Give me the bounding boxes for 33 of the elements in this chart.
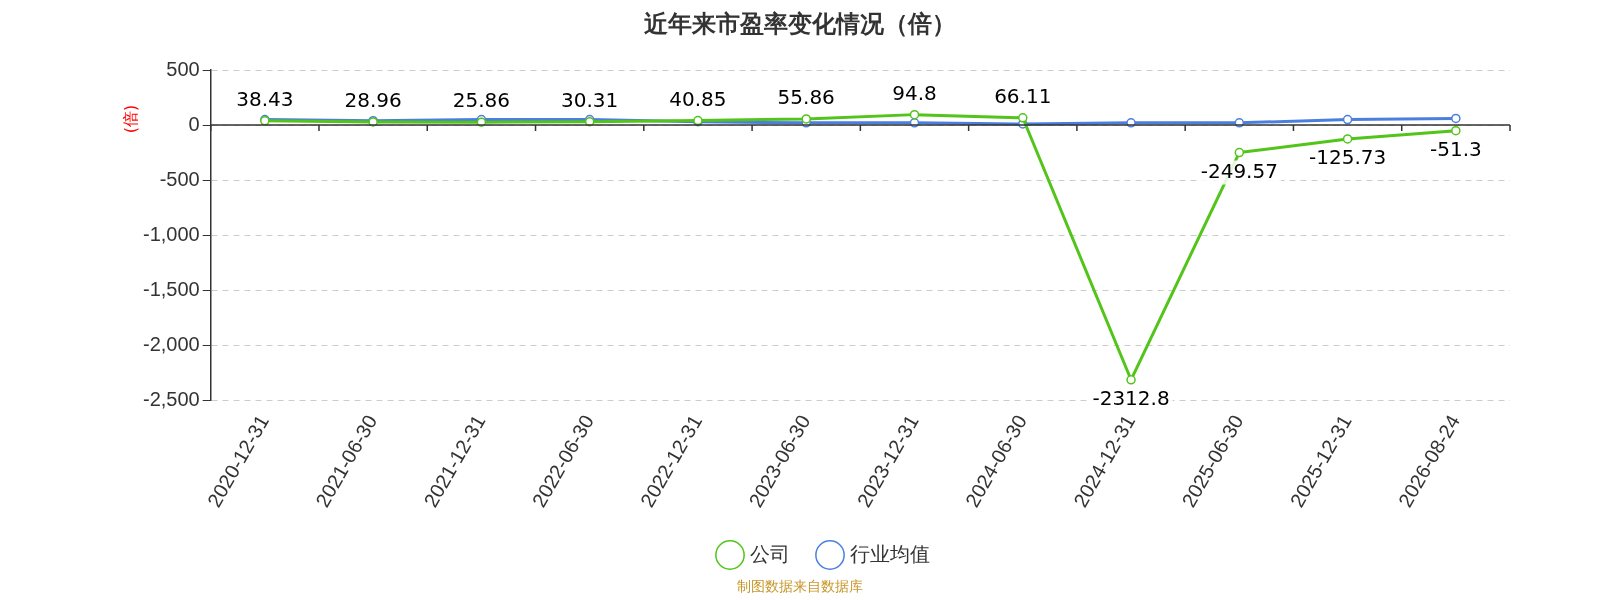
- y-axis-title: (倍): [121, 104, 141, 134]
- point: [801, 114, 811, 124]
- point: [1451, 113, 1461, 124]
- data-label: 40.85: [669, 86, 727, 111]
- point: [1126, 375, 1136, 385]
- y-tick-label: 0: [188, 112, 200, 135]
- point: [1234, 147, 1245, 158]
- chart-title: 近年来市盈率变化情况（倍）: [643, 9, 957, 40]
- data-label: 28.96: [344, 88, 402, 113]
- data-label: 94.8: [892, 80, 937, 105]
- legend-label: 公司: [750, 542, 790, 565]
- y-tick-label: -500: [159, 167, 200, 190]
- data-label: -125.73: [1308, 145, 1387, 170]
- data-label: 38.43: [236, 87, 294, 112]
- data-label: 66.11: [994, 83, 1052, 108]
- data-label: 25.86: [452, 88, 511, 113]
- y-tick-label: 500: [166, 57, 200, 80]
- data-label: -2312.8: [1092, 385, 1170, 410]
- legend-label: 行业均值: [850, 542, 930, 565]
- data-label: -249.57: [1200, 158, 1278, 183]
- text: 制图数据来自数据库: [736, 578, 864, 596]
- data-label: 55.86: [777, 85, 835, 110]
- y-tick-label: -1,000: [142, 222, 200, 245]
- point: [1451, 125, 1461, 136]
- point: [1018, 113, 1028, 123]
- y-tick-label: -2,500: [142, 387, 200, 410]
- y-tick-label: -1,500: [142, 277, 200, 300]
- data-label: -51.3: [1429, 136, 1482, 161]
- point: [1342, 114, 1353, 125]
- y-tick-label: -2,000: [142, 332, 200, 355]
- point: [1342, 134, 1353, 144]
- data-label: 30.31: [561, 87, 619, 112]
- point: [909, 109, 920, 120]
